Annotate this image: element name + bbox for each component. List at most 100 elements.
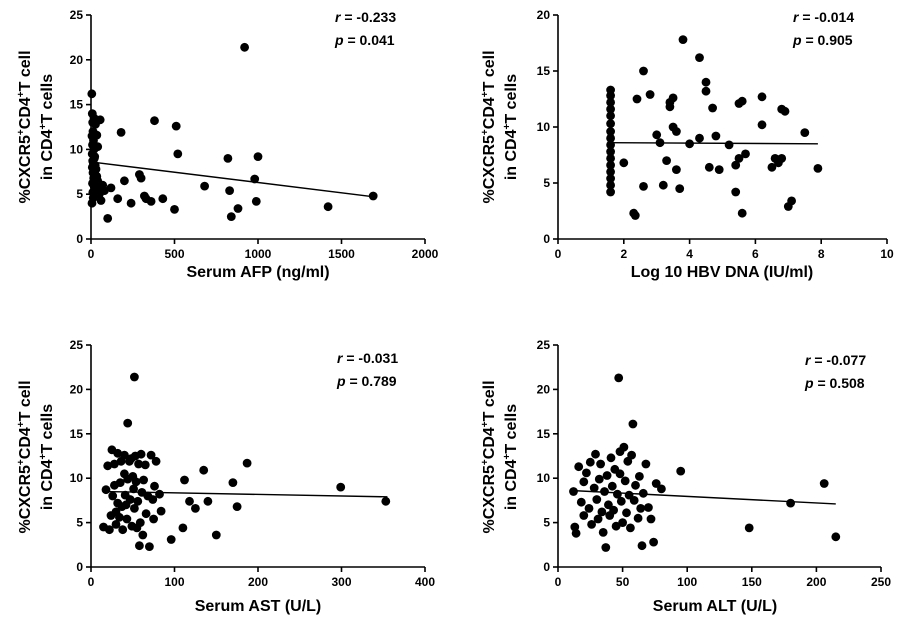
data-point	[593, 514, 603, 524]
data-point	[584, 504, 594, 513]
data-point	[381, 496, 391, 506]
data-point	[606, 167, 615, 177]
data-point	[146, 197, 156, 206]
data-point	[606, 91, 615, 100]
x-tick-label: 100	[677, 575, 697, 589]
data-point	[136, 449, 146, 459]
data-point	[607, 481, 617, 491]
y-tick-label: 0	[543, 232, 550, 246]
data-point	[645, 90, 655, 99]
data-point	[606, 187, 615, 197]
data-point	[576, 497, 586, 507]
data-point	[665, 102, 675, 112]
data-point	[609, 505, 618, 515]
data-point	[569, 487, 578, 496]
data-point	[589, 483, 599, 493]
data-point	[639, 182, 648, 191]
data-point	[695, 53, 704, 62]
data-point	[641, 459, 651, 469]
data-point	[627, 450, 636, 460]
regression-line	[573, 489, 836, 505]
y-tick-label: 20	[537, 8, 551, 22]
y-tick-label: 15	[70, 427, 84, 441]
y-tick-label: 20	[70, 382, 84, 396]
data-point	[649, 537, 658, 547]
p-statistic: p = 0.041	[334, 32, 395, 48]
regression-line	[610, 141, 818, 145]
data-point	[731, 187, 741, 197]
x-tick-label: 0	[88, 575, 95, 589]
data-point	[115, 478, 125, 487]
y-tick-label: 15	[537, 64, 551, 78]
data-point	[636, 504, 646, 513]
x-tick-label: 10	[880, 247, 894, 261]
data-point	[223, 154, 233, 163]
data-point	[831, 532, 841, 542]
data-point	[606, 154, 615, 163]
y-tick-label: 25	[70, 338, 84, 352]
x-axis-title: Log 10 HBV DNA (IU/ml)	[631, 264, 814, 281]
x-axis-title: Serum AFP (ng/ml)	[186, 264, 329, 281]
data-point	[633, 513, 643, 523]
data-point	[652, 130, 662, 140]
data-point	[606, 127, 615, 136]
data-point	[113, 448, 123, 458]
data-point	[173, 149, 183, 159]
r-statistic: r = -0.077	[805, 352, 866, 368]
data-point	[606, 104, 615, 114]
x-axis-title: Serum AST (U/L)	[195, 598, 322, 615]
data-point	[118, 525, 128, 535]
data-point	[591, 449, 600, 459]
x-tick-label: 4	[686, 247, 693, 261]
data-point	[639, 66, 648, 76]
data-point	[635, 472, 644, 481]
data-point	[571, 528, 581, 538]
data-point	[103, 461, 113, 471]
x-tick-label: 400	[415, 575, 435, 589]
data-point	[701, 77, 711, 87]
data-point	[145, 542, 154, 551]
data-point	[596, 459, 605, 469]
data-point	[678, 35, 688, 44]
data-point	[620, 476, 630, 486]
data-point	[211, 530, 221, 540]
data-point	[138, 530, 148, 540]
data-point	[657, 484, 666, 494]
data-point	[637, 541, 647, 551]
data-point	[626, 523, 635, 533]
data-point	[155, 489, 164, 499]
data-point	[757, 92, 767, 102]
y-tick-label: 20	[70, 53, 84, 67]
data-point	[606, 160, 615, 170]
data-point	[166, 535, 176, 544]
data-point	[800, 128, 810, 138]
x-tick-label: 0	[555, 575, 562, 589]
y-tick-label: 0	[76, 560, 83, 574]
data-point	[106, 183, 116, 193]
data-point	[619, 158, 629, 168]
data-point	[251, 197, 261, 206]
data-point	[587, 520, 596, 529]
r-statistic: r = -0.233	[335, 9, 396, 25]
data-point	[631, 480, 640, 490]
data-points	[99, 372, 391, 551]
data-point	[95, 115, 105, 125]
svg-text:in CD4+T cells: in CD4+T cells	[38, 74, 56, 180]
scatter-panel-ast: 0 5 10 15 20 25 0 100 200 300 400 r = -0.031 p = 0…	[16, 338, 435, 615]
data-point	[606, 119, 615, 128]
data-point	[615, 469, 625, 479]
data-point	[611, 521, 621, 531]
data-point	[232, 502, 242, 511]
data-point	[200, 181, 210, 191]
data-point	[140, 460, 150, 470]
data-point	[757, 120, 767, 130]
data-point	[87, 198, 97, 208]
y-tick-label: 25	[70, 8, 84, 22]
data-point	[228, 478, 238, 487]
data-point	[658, 180, 668, 190]
y-tick-label: 15	[537, 427, 551, 441]
data-point	[668, 93, 678, 103]
data-point	[606, 174, 615, 183]
p-statistic: p = 0.508	[804, 375, 865, 391]
x-tick-label: 250	[871, 575, 891, 589]
